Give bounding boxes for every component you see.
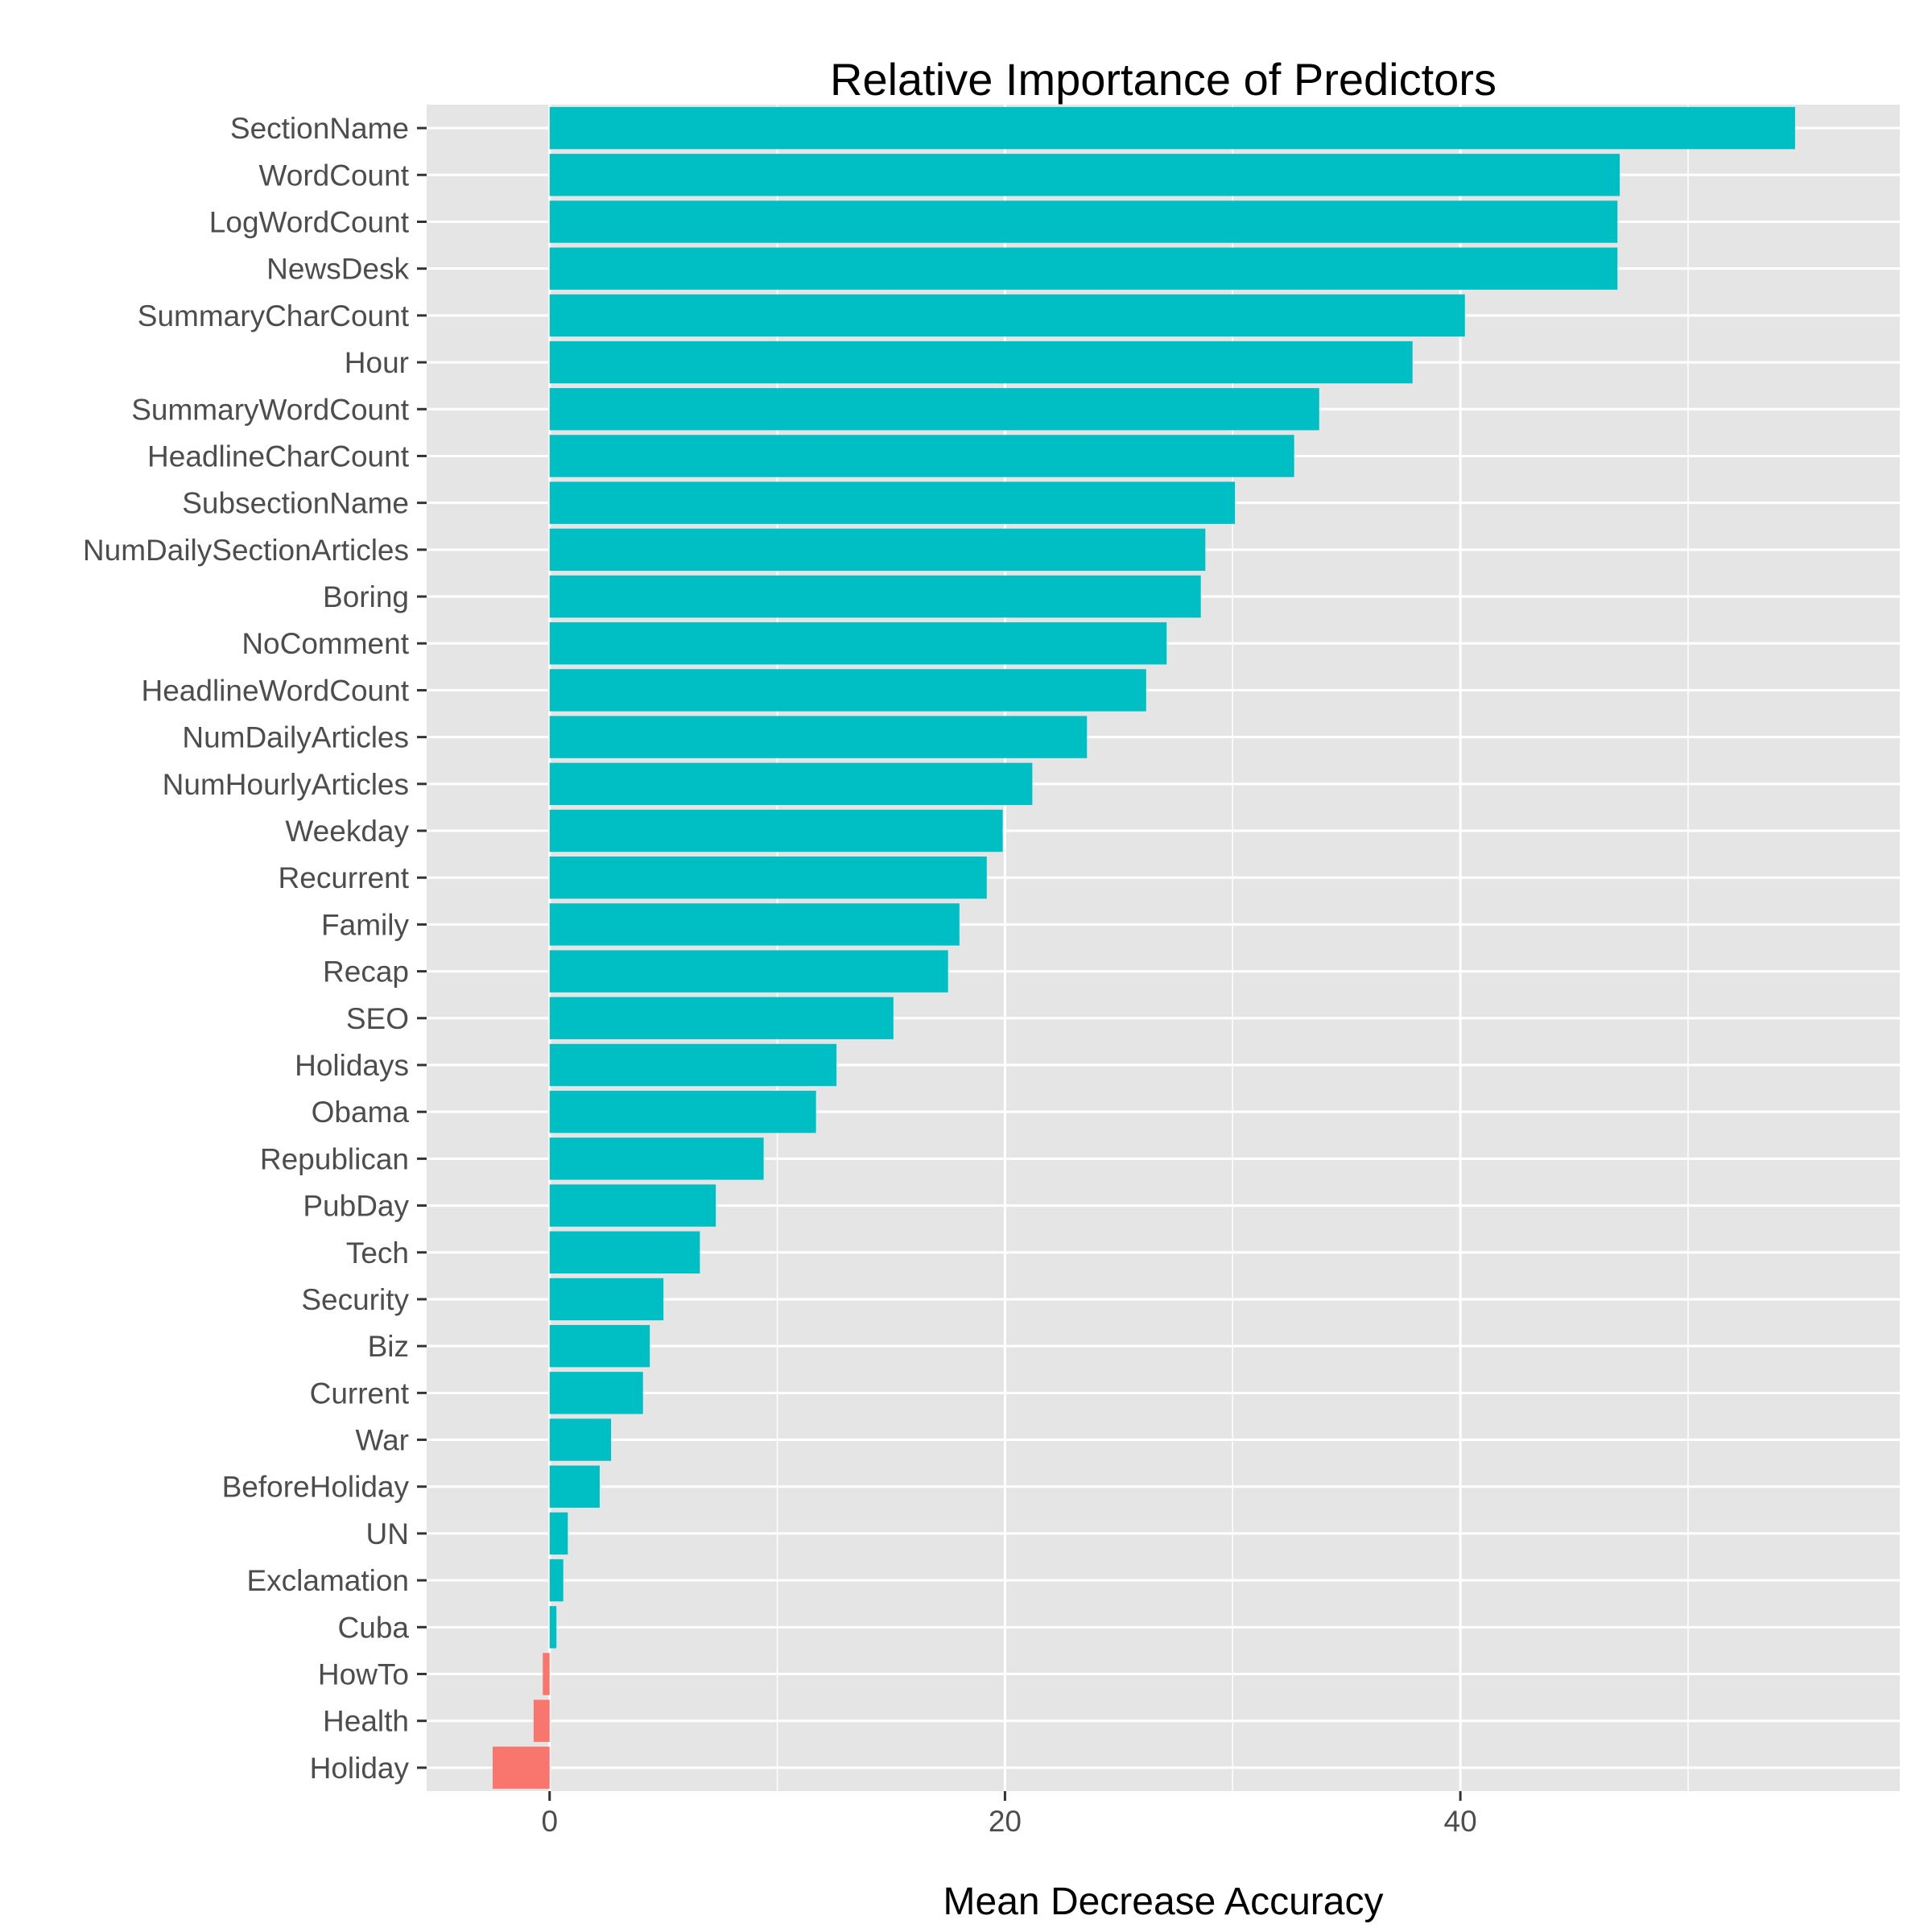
bar-seo	[549, 997, 894, 1039]
bar-beforeholiday	[549, 1465, 600, 1508]
y-tick-label: Health	[323, 1705, 409, 1738]
y-tick-label: NumHourlyArticles	[163, 768, 409, 801]
x-axis-title: Mean Decrease Accuracy	[943, 1880, 1384, 1923]
bar-numdailyarticles	[549, 716, 1088, 758]
x-tick-label: 0	[541, 1805, 558, 1838]
bar-weekday	[549, 809, 1003, 852]
bar-health	[533, 1699, 550, 1742]
y-tick-label: Weekday	[285, 815, 409, 848]
bar-nocomment	[549, 622, 1167, 665]
plot-panel	[427, 105, 1900, 1791]
y-tick-label: SubsectionName	[182, 487, 409, 520]
y-tick-label: Holiday	[310, 1752, 410, 1785]
y-tick-label: LogWordCount	[209, 205, 410, 238]
y-tick-label: Boring	[323, 580, 409, 613]
y-tick-label: Exclamation	[246, 1564, 409, 1597]
y-tick-label: BeforeHoliday	[222, 1471, 410, 1504]
x-tick-label: 40	[1444, 1805, 1477, 1838]
bar-holidays	[549, 1043, 837, 1087]
y-tick-label: SummaryWordCount	[131, 393, 409, 426]
y-axis: SectionName WordCount LogWordCount NewsDesk…	[83, 112, 427, 1785]
y-tick-label: HeadlineCharCount	[147, 440, 410, 473]
bar-sectionname	[549, 106, 1795, 150]
bar-recurrent	[549, 857, 987, 899]
bar-tech	[549, 1231, 700, 1274]
bar-numdailysectionarticles	[549, 528, 1206, 572]
y-tick-label: Recurrent	[279, 861, 410, 894]
bar-republican	[549, 1137, 764, 1180]
bar-war	[549, 1418, 612, 1461]
bar-summarywordcount	[549, 388, 1319, 431]
bar-biz	[549, 1324, 650, 1368]
y-tick-label: HeadlineWordCount	[141, 674, 409, 707]
y-tick-label: NewsDesk	[266, 253, 409, 286]
bar-exclamation	[549, 1558, 564, 1602]
bar-boring	[549, 575, 1201, 618]
y-tick-label: SEO	[346, 1002, 409, 1035]
y-tick-label: Current	[310, 1377, 410, 1410]
bar-current	[549, 1372, 643, 1414]
y-tick-label: Holidays	[295, 1049, 409, 1082]
y-tick-label: NoComment	[242, 627, 409, 660]
y-tick-label: Family	[321, 908, 409, 941]
y-tick-label: SectionName	[230, 112, 409, 145]
y-tick-label: Security	[301, 1283, 409, 1316]
bar-headlinewordcount	[549, 669, 1146, 712]
x-tick-label: 20	[989, 1805, 1022, 1838]
y-tick-label: Cuba	[338, 1611, 410, 1644]
y-tick-label: Republican	[260, 1142, 409, 1175]
chart-title: Relative Importance of Predictors	[830, 54, 1496, 105]
y-tick-label: HowTo	[318, 1658, 409, 1691]
bar-headlinecharcount	[549, 435, 1294, 477]
y-tick-label: Biz	[368, 1330, 409, 1363]
bar-numhourlyarticles	[549, 762, 1033, 806]
y-tick-label: Recap	[323, 956, 409, 989]
bar-howto	[543, 1653, 550, 1695]
bar-pubday	[549, 1184, 716, 1227]
bar-logwordcount	[549, 200, 1618, 243]
bar-summarycharcount	[549, 294, 1465, 337]
y-tick-label: SummaryCharCount	[138, 299, 410, 332]
bar-un	[549, 1512, 568, 1555]
y-tick-label: NumDailyArticles	[182, 721, 409, 754]
y-tick-label: WordCount	[259, 159, 410, 192]
bar-newsdesk	[549, 247, 1618, 290]
y-tick-label: Obama	[312, 1096, 410, 1129]
bar-subsectionname	[549, 481, 1236, 524]
bar-security	[549, 1278, 664, 1321]
y-tick-label: Tech	[346, 1236, 409, 1269]
x-axis: 0 20 40	[541, 1791, 1477, 1838]
bar-holiday	[493, 1746, 550, 1790]
bars	[493, 106, 1795, 1790]
y-tick-label: PubDay	[303, 1190, 409, 1223]
bar-recap	[549, 950, 948, 993]
bar-cuba	[549, 1606, 557, 1649]
bar-family	[549, 903, 960, 946]
grid-minor	[776, 105, 1689, 1791]
y-tick-label: War	[356, 1424, 409, 1457]
y-tick-label: NumDailySectionArticles	[83, 534, 409, 567]
y-tick-label: Hour	[345, 346, 409, 379]
y-tick-label: UN	[366, 1517, 409, 1550]
bar-wordcount	[549, 154, 1620, 196]
bar-hour	[549, 341, 1413, 384]
bar-obama	[549, 1090, 816, 1133]
